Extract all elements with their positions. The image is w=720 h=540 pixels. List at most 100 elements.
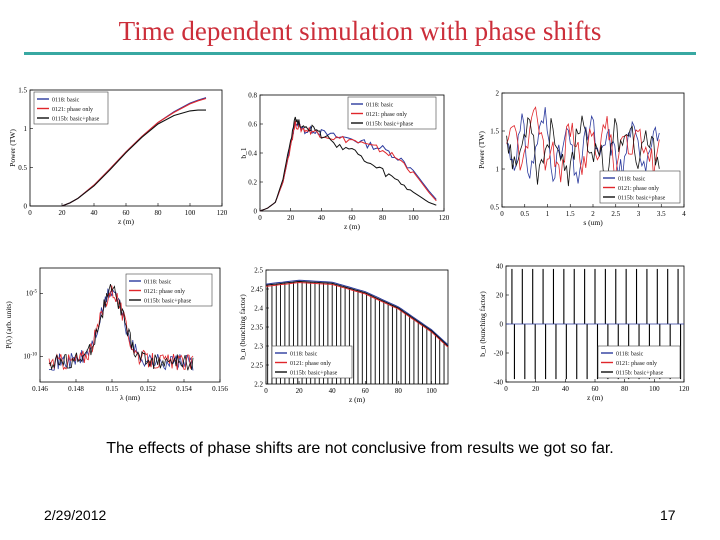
y-tick-label: 10-10 [23, 353, 37, 361]
bunching-harmonic-chart: 0 20 40 60 80 100 2.2 2.25 2.3 2.35 2.4 2.45 2.5 z (m… [236, 262, 458, 412]
y-axis-label: b_n (bunching factor) [478, 291, 487, 357]
series-line [506, 106, 660, 183]
legend-entry: 0118: basic [618, 176, 646, 182]
x-tick-label: 0.5 [520, 210, 529, 218]
x-tick-label: 3 [637, 210, 641, 218]
y-tick-label: 0.4 [248, 150, 257, 158]
series-line [259, 120, 437, 212]
slide-caption: The effects of phase shifts are not conc… [106, 440, 614, 457]
legend-entry: 0118: basic [144, 279, 172, 285]
series-line [506, 115, 660, 187]
y-tick-label: 2.4 [254, 305, 263, 313]
x-tick-label: 0 [28, 209, 32, 217]
legend-entry: 0121: phase only [366, 112, 407, 118]
legend-entry: 0118: basic [366, 102, 394, 108]
x-tick-label: 120 [679, 385, 690, 393]
y-tick-label: 0.2 [248, 179, 257, 187]
title-divider [24, 52, 696, 55]
legend-entry: 0121: phase only [52, 107, 93, 113]
bunching-b1-vs-z-chart: 0 20 40 60 80 100 120 0 0.2 0.4 0.6 0.8 z (m) b_1 0118… [236, 85, 450, 235]
x-tick-label: 0.152 [140, 385, 156, 393]
x-axis-label: z (m) [344, 222, 361, 231]
x-tick-label: 0.156 [212, 385, 228, 393]
page-number: 17 [660, 507, 676, 523]
x-tick-label: 60 [592, 385, 600, 393]
y-tick-label: 0.5 [18, 164, 27, 172]
y-tick-label: 0 [254, 208, 258, 216]
x-tick-label: 120 [217, 209, 228, 217]
x-tick-label: 0.148 [68, 385, 84, 393]
x-tick-label: 100 [185, 209, 196, 217]
x-tick-label: 0 [504, 385, 508, 393]
legend-entry: 0121: phase only [144, 289, 185, 295]
x-tick-label: 60 [349, 214, 357, 222]
x-tick-label: 40 [91, 209, 99, 217]
y-tick-label: -40 [494, 379, 504, 387]
y-tick-label: 1.5 [18, 87, 27, 95]
x-tick-label: 100 [408, 214, 419, 222]
y-tick-label: 1 [24, 125, 28, 133]
x-tick-label: 0.146 [32, 385, 48, 393]
footer-date: 2/29/2012 [44, 507, 107, 523]
y-tick-label: 1 [496, 166, 500, 174]
spectrum-chart: 0.146 0.148 0.15 0.152 0.154 0.156 10-5 10-10 λ … [2, 262, 228, 412]
x-tick-label: 80 [155, 209, 163, 217]
x-tick-label: 20 [532, 385, 540, 393]
y-axis-label: Power (TW) [477, 131, 486, 169]
slide-title: Time dependent simulation with phase shi… [118, 16, 602, 46]
y-tick-label: 2.2 [254, 381, 263, 389]
y-tick-label: 2 [496, 90, 500, 98]
legend-entry: 0121: phase only [618, 186, 659, 192]
y-tick-label: 0.8 [248, 92, 257, 100]
x-tick-label: 100 [426, 387, 437, 395]
legend-entry: 0115b: basic+phase [144, 298, 192, 304]
y-tick-label: 1.5 [490, 128, 499, 136]
y-axis-label: P(λ) (arb. units) [4, 301, 13, 349]
x-axis-label: z (m) [118, 217, 135, 226]
y-tick-label: -20 [494, 350, 504, 358]
series-line [265, 279, 449, 346]
x-axis-label: λ (nm) [120, 393, 141, 402]
series-line [506, 107, 660, 184]
x-tick-label: 3.5 [657, 210, 666, 218]
x-tick-label: 0 [500, 210, 504, 218]
y-tick-label: 2.45 [251, 286, 264, 294]
y-tick-label: 2.5 [254, 267, 263, 275]
y-tick-label: 2.25 [251, 362, 264, 370]
x-tick-label: 0.15 [106, 385, 119, 393]
x-axis-label: z (m) [587, 393, 604, 402]
x-tick-label: 40 [329, 387, 337, 395]
bunching-phase-chart: 0 20 40 60 80 100 120 -40 -20 0 20 40 z (m) b_n (bunc… [476, 258, 692, 412]
series-line [265, 281, 449, 348]
y-axis-label: b_1 [239, 147, 248, 159]
y-tick-label: 2.3 [254, 343, 263, 351]
x-tick-label: 1.5 [566, 210, 575, 218]
y-tick-label: 40 [496, 263, 504, 271]
legend-entry: 0121: phase only [290, 361, 331, 367]
legend-entry: 0115b: basic+phase [366, 121, 414, 127]
x-tick-label: 2.5 [611, 210, 620, 218]
legend-entry: 0118: basic [52, 97, 80, 103]
x-tick-label: 1 [546, 210, 550, 218]
legend-entry: 0121: phase only [616, 361, 657, 367]
series-line [265, 280, 449, 347]
y-tick-label: 0.6 [248, 121, 257, 129]
x-tick-label: 20 [296, 387, 304, 395]
power-vs-s-chart: 0 0.5 1 1.5 2 2.5 3 3.5 4 0.5 1 1.5 2 s (um) Power (TW… [476, 85, 692, 235]
series-line [48, 283, 194, 371]
x-axis-label: s (um) [583, 218, 603, 227]
y-tick-label: 0 [24, 203, 28, 211]
series-line [259, 116, 437, 212]
y-tick-label: 0.5 [490, 204, 499, 212]
x-tick-label: 80 [379, 214, 387, 222]
series-line [48, 285, 194, 371]
legend-entry: 0115b: basic+phase [618, 195, 666, 201]
x-axis-label: z (m) [349, 395, 366, 404]
y-tick-label: 10-5 [26, 289, 38, 297]
power-vs-z-chart: 0 20 40 60 80 100 120 0 0.5 1 1.5 z (m) Power (TW) 01… [8, 82, 230, 232]
x-tick-label: 20 [287, 214, 295, 222]
y-axis-label: b_n (bunching factor) [238, 294, 247, 360]
x-tick-label: 0 [264, 387, 268, 395]
x-tick-label: 40 [318, 214, 326, 222]
y-axis-label: Power (TW) [8, 129, 17, 167]
